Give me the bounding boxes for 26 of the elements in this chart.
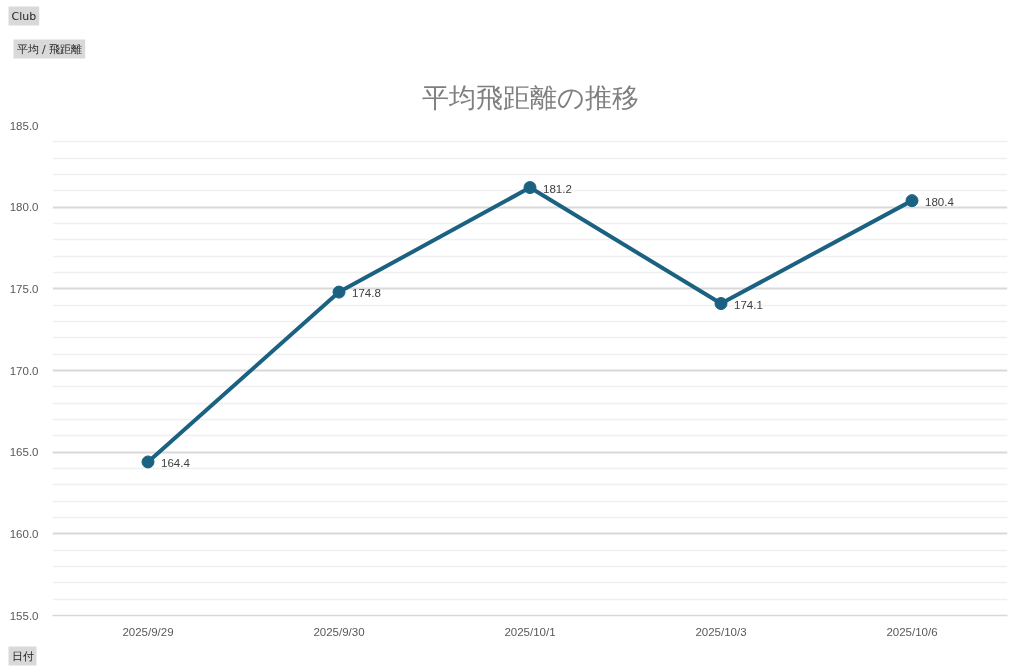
x-tick-label: 2025/9/30: [313, 625, 365, 638]
y-tick-label: 185.0: [9, 119, 39, 132]
point: [523, 181, 537, 195]
point: [332, 285, 346, 299]
y-tick-label: 160.0: [9, 527, 39, 540]
data-label: 164.4: [161, 456, 191, 469]
text: Club: [11, 9, 37, 23]
x-tick-label: 2025/10/1: [504, 625, 556, 638]
text: 平均 / 飛距離: [16, 42, 83, 56]
x-tick-label: 2025/10/3: [695, 625, 747, 638]
data-label: 174.8: [352, 287, 381, 300]
x-tick-label: 2025/10/6: [886, 625, 938, 638]
y-tick-label: 155.0: [9, 609, 39, 622]
x-tick-label: 2025/9/29: [122, 625, 174, 638]
data-label: 174.1: [734, 298, 763, 311]
y-tick-label: 180.0: [9, 201, 39, 214]
y-tick-label: 175.0: [9, 282, 39, 295]
chart-title: 平均飛距離の推移: [421, 81, 639, 113]
text: 日付: [11, 649, 34, 663]
point: [905, 194, 919, 208]
point: [714, 297, 728, 311]
data-label: 180.4: [925, 195, 955, 208]
point: [141, 455, 155, 469]
y-tick-label: 170.0: [9, 364, 39, 377]
y-tick-label: 165.0: [9, 446, 39, 459]
data-label: 181.2: [543, 182, 572, 195]
